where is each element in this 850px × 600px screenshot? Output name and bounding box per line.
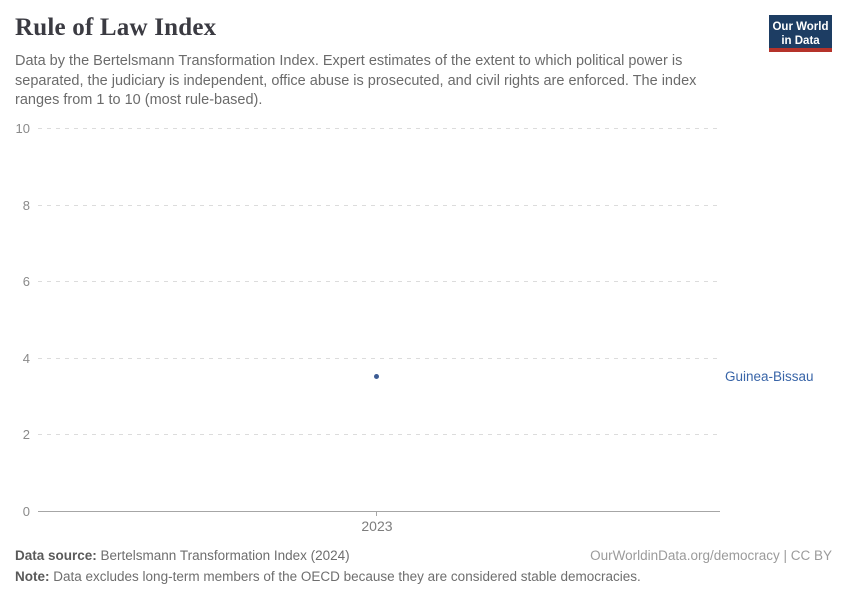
owid-logo: Our World in Data [769,15,832,52]
y-tick-label: 10 [15,121,30,136]
x-axis-line [38,511,720,512]
data-source-row: Data source: Bertelsmann Transformation … [15,548,350,563]
y-gridline [38,128,720,129]
y-gridline [38,204,720,206]
y-tick-label: 8 [22,197,30,213]
entity-label[interactable]: Guinea-Bissau [725,368,814,384]
y-tick-label: 0 [22,504,30,519]
note-label: Note: [15,569,50,584]
y-tick-label: 6 [22,274,30,290]
chart-title: Rule of Law Index [15,14,217,41]
note-value: Data excludes long-term members of the O… [49,569,641,584]
x-tick-label: 2023 [361,518,393,534]
y-tick-label: 4 [22,350,30,366]
data-source-value: Bertelsmann Transformation Index (2024) [96,548,350,563]
owid-logo-line2: in Data [781,35,820,47]
y-gridline [38,281,720,283]
attribution-text: OurWorldinData.org/democracy | CC BY [590,548,832,563]
owid-logo-accent-bar [769,48,832,52]
y-gridline [38,357,720,359]
note-row: Note: Data excludes long-term members of… [15,569,641,584]
y-tick-label: 2 [22,427,30,443]
data-point[interactable] [374,374,380,380]
chart-subtitle: Data by the Bertelsmann Transformation I… [15,53,697,108]
owid-logo-line1: Our World [772,21,829,33]
data-source-label: Data source: [15,548,97,563]
x-tick [376,511,378,516]
y-gridline [38,434,720,436]
